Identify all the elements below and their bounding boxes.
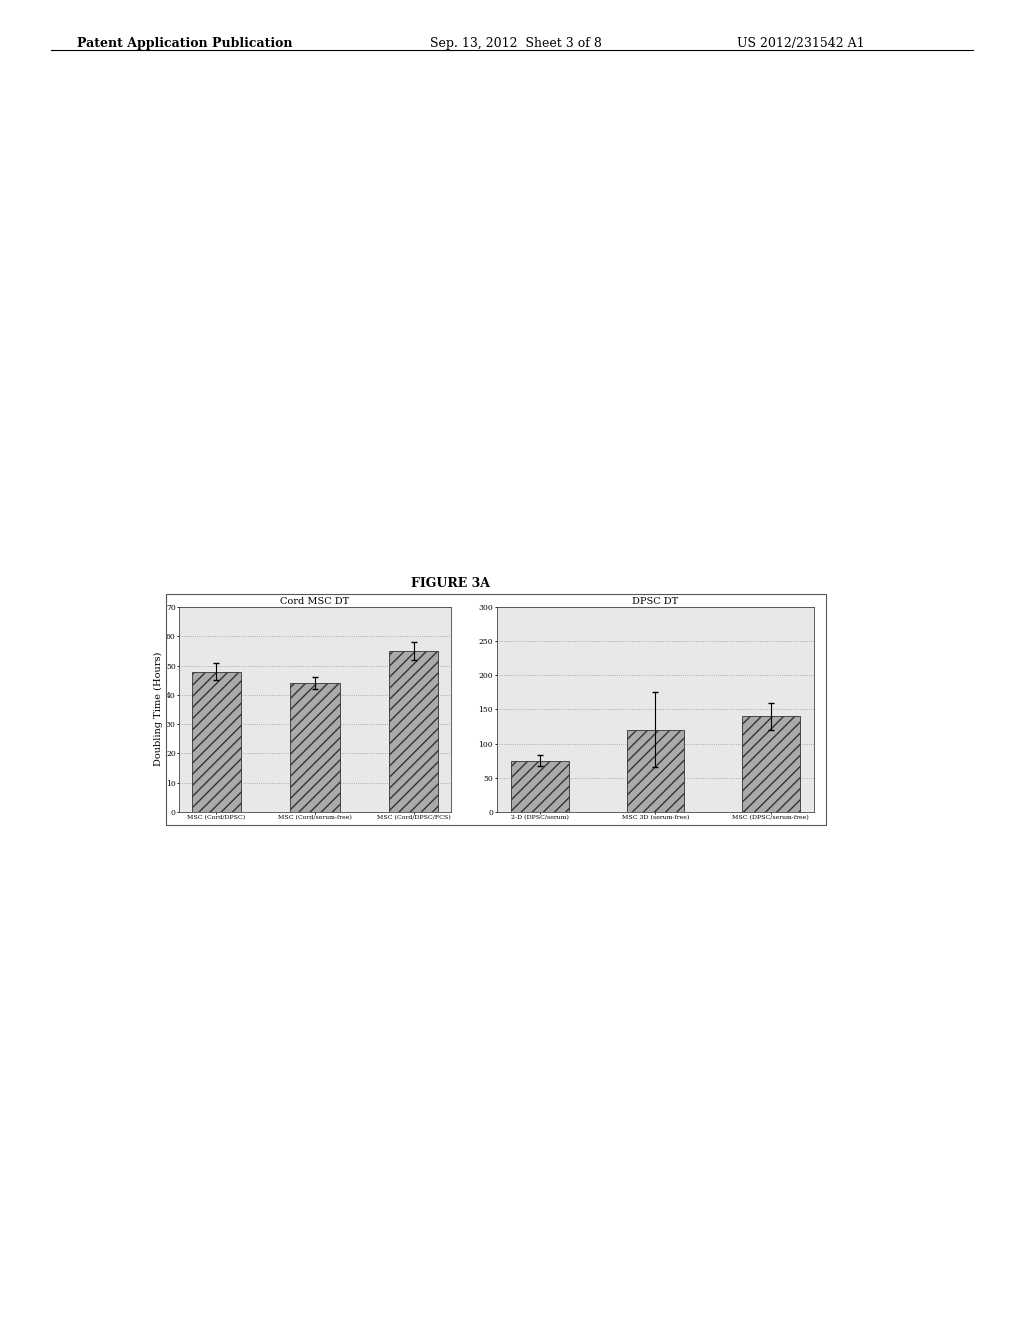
Bar (389, 651, 438, 812)
Text: US 2012/231542 A1: US 2012/231542 A1 (737, 37, 865, 50)
Text: Sep. 13, 2012  Sheet 3 of 8: Sep. 13, 2012 Sheet 3 of 8 (430, 37, 602, 50)
Text: FIGURE 3A: FIGURE 3A (411, 577, 490, 590)
Title: DPSC DT: DPSC DT (632, 598, 679, 606)
Bar (742, 717, 800, 812)
Text: Doubling Time (Hours): Doubling Time (Hours) (155, 652, 163, 766)
Text: Patent Application Publication: Patent Application Publication (77, 37, 292, 50)
Bar (627, 730, 684, 812)
Bar (290, 684, 340, 812)
Bar (191, 672, 241, 812)
Bar (511, 760, 568, 812)
Title: Cord MSC DT: Cord MSC DT (281, 598, 349, 606)
